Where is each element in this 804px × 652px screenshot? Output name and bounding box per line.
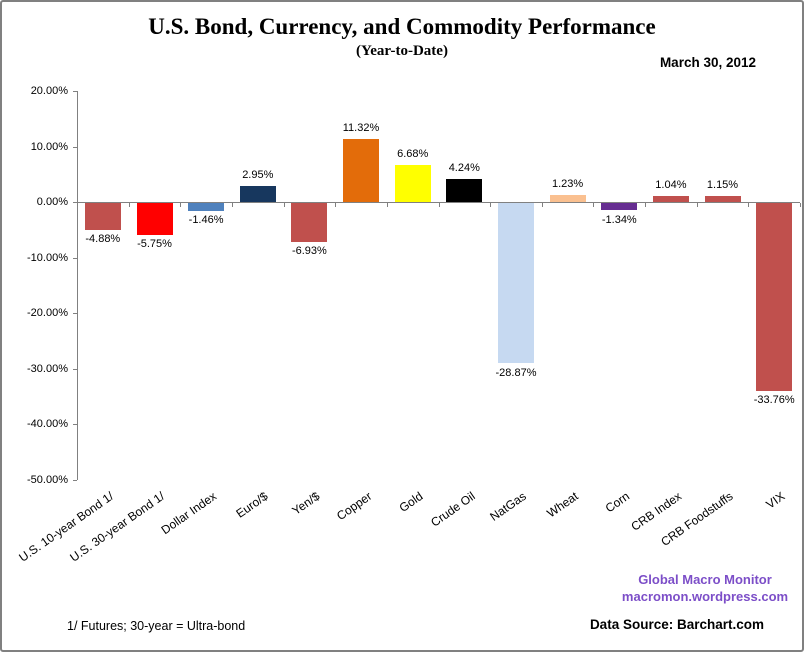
y-axis-tick (73, 480, 77, 481)
bar (394, 165, 431, 203)
y-axis-label: -50.00% (27, 474, 68, 486)
footnote: 1/ Futures; 30-year = Ultra-bond (67, 619, 246, 633)
bar-value-label: -5.75% (137, 238, 172, 251)
category-label: Gold (396, 489, 426, 516)
y-axis-tick (73, 91, 77, 92)
category-label: Crude Oil (427, 489, 478, 530)
x-axis-tick (800, 203, 801, 208)
chart-subtitle: (Year-to-Date) (356, 43, 448, 59)
y-axis-line (77, 91, 78, 480)
bar (239, 185, 276, 203)
bar-value-label: -1.34% (601, 213, 637, 226)
y-axis-label: -40.00% (27, 418, 68, 431)
brand-url: macromon.wordpress.com (621, 589, 789, 604)
y-axis-tick (73, 257, 77, 259)
y-axis-label: -20.00% (27, 307, 68, 320)
y-axis-label: -30.00% (27, 362, 68, 375)
bar (446, 178, 483, 203)
category-label: NatGas (487, 489, 530, 524)
y-axis-tick (73, 424, 77, 426)
bar (291, 203, 328, 242)
bar-value-label: 1.04% (655, 179, 687, 192)
x-axis-tick (541, 203, 543, 208)
x-axis-tick (645, 203, 647, 208)
x-axis-tick (77, 203, 78, 208)
y-axis-tick (73, 146, 77, 148)
y-axis-label: -10.00% (27, 251, 68, 264)
y-axis-tick (73, 368, 77, 370)
brand-block: Global Macro Monitor macromon.wordpress.… (605, 571, 802, 605)
x-axis-tick (748, 203, 750, 208)
y-axis-tick (73, 202, 77, 204)
bar (188, 203, 225, 212)
category-label: Yen/$ (289, 489, 323, 518)
category-label: Dollar Index (158, 489, 220, 538)
category-label: Corn (602, 489, 633, 516)
bar (756, 203, 793, 391)
bar (601, 203, 638, 211)
chart-title: U.S. Bond, Currency, and Commodity Perfo… (148, 14, 656, 39)
bar (136, 203, 173, 236)
category-label: Wheat (544, 489, 581, 521)
bar (704, 195, 741, 203)
bar (549, 195, 586, 203)
bar-value-label: -28.87% (495, 366, 537, 379)
zero-line (77, 202, 800, 204)
bar (652, 196, 689, 203)
y-axis-label: 20.00% (30, 85, 68, 97)
bar-value-label: 4.24% (448, 161, 480, 174)
x-axis-tick (490, 203, 492, 208)
x-axis-tick (231, 203, 233, 208)
bar-value-label: 6.68% (397, 148, 429, 160)
bar-value-label: 11.32% (342, 122, 380, 135)
bar (84, 203, 121, 231)
category-label: U.S. 10-year Bond 1/ (16, 489, 116, 565)
x-axis-tick (438, 203, 440, 208)
y-axis-label: 0.00% (36, 196, 68, 209)
category-label: VIX (763, 489, 788, 512)
category-label: Copper (333, 489, 375, 524)
bar (343, 139, 379, 203)
bar-value-label: -4.88% (85, 233, 121, 246)
x-axis-tick (696, 203, 698, 208)
chart-date: March 30, 2012 (659, 55, 756, 70)
y-axis-tick (73, 313, 77, 315)
category-label: U.S. 30-year Bond 1/ (67, 489, 168, 565)
x-axis-tick (386, 203, 388, 208)
x-axis-tick (283, 203, 285, 208)
bar-value-label: 1.15% (706, 178, 739, 191)
x-axis-tick (180, 203, 182, 208)
bar (498, 203, 534, 364)
x-axis-tick (128, 203, 130, 208)
bar-value-label: 2.95% (242, 168, 274, 181)
y-axis-label: 10.00% (30, 140, 68, 153)
x-axis-tick (335, 203, 337, 208)
bar-value-label: 1.23% (551, 178, 584, 191)
bar-value-label: -33.76% (753, 393, 795, 406)
x-axis-tick (593, 203, 595, 208)
category-label: Euro/$ (233, 489, 271, 521)
data-source: Data Source: Barchart.com (589, 617, 764, 632)
bar-value-label: -1.46% (188, 214, 224, 227)
brand-name: Global Macro Monitor (638, 572, 772, 587)
bar-value-label: -6.93% (291, 244, 327, 257)
